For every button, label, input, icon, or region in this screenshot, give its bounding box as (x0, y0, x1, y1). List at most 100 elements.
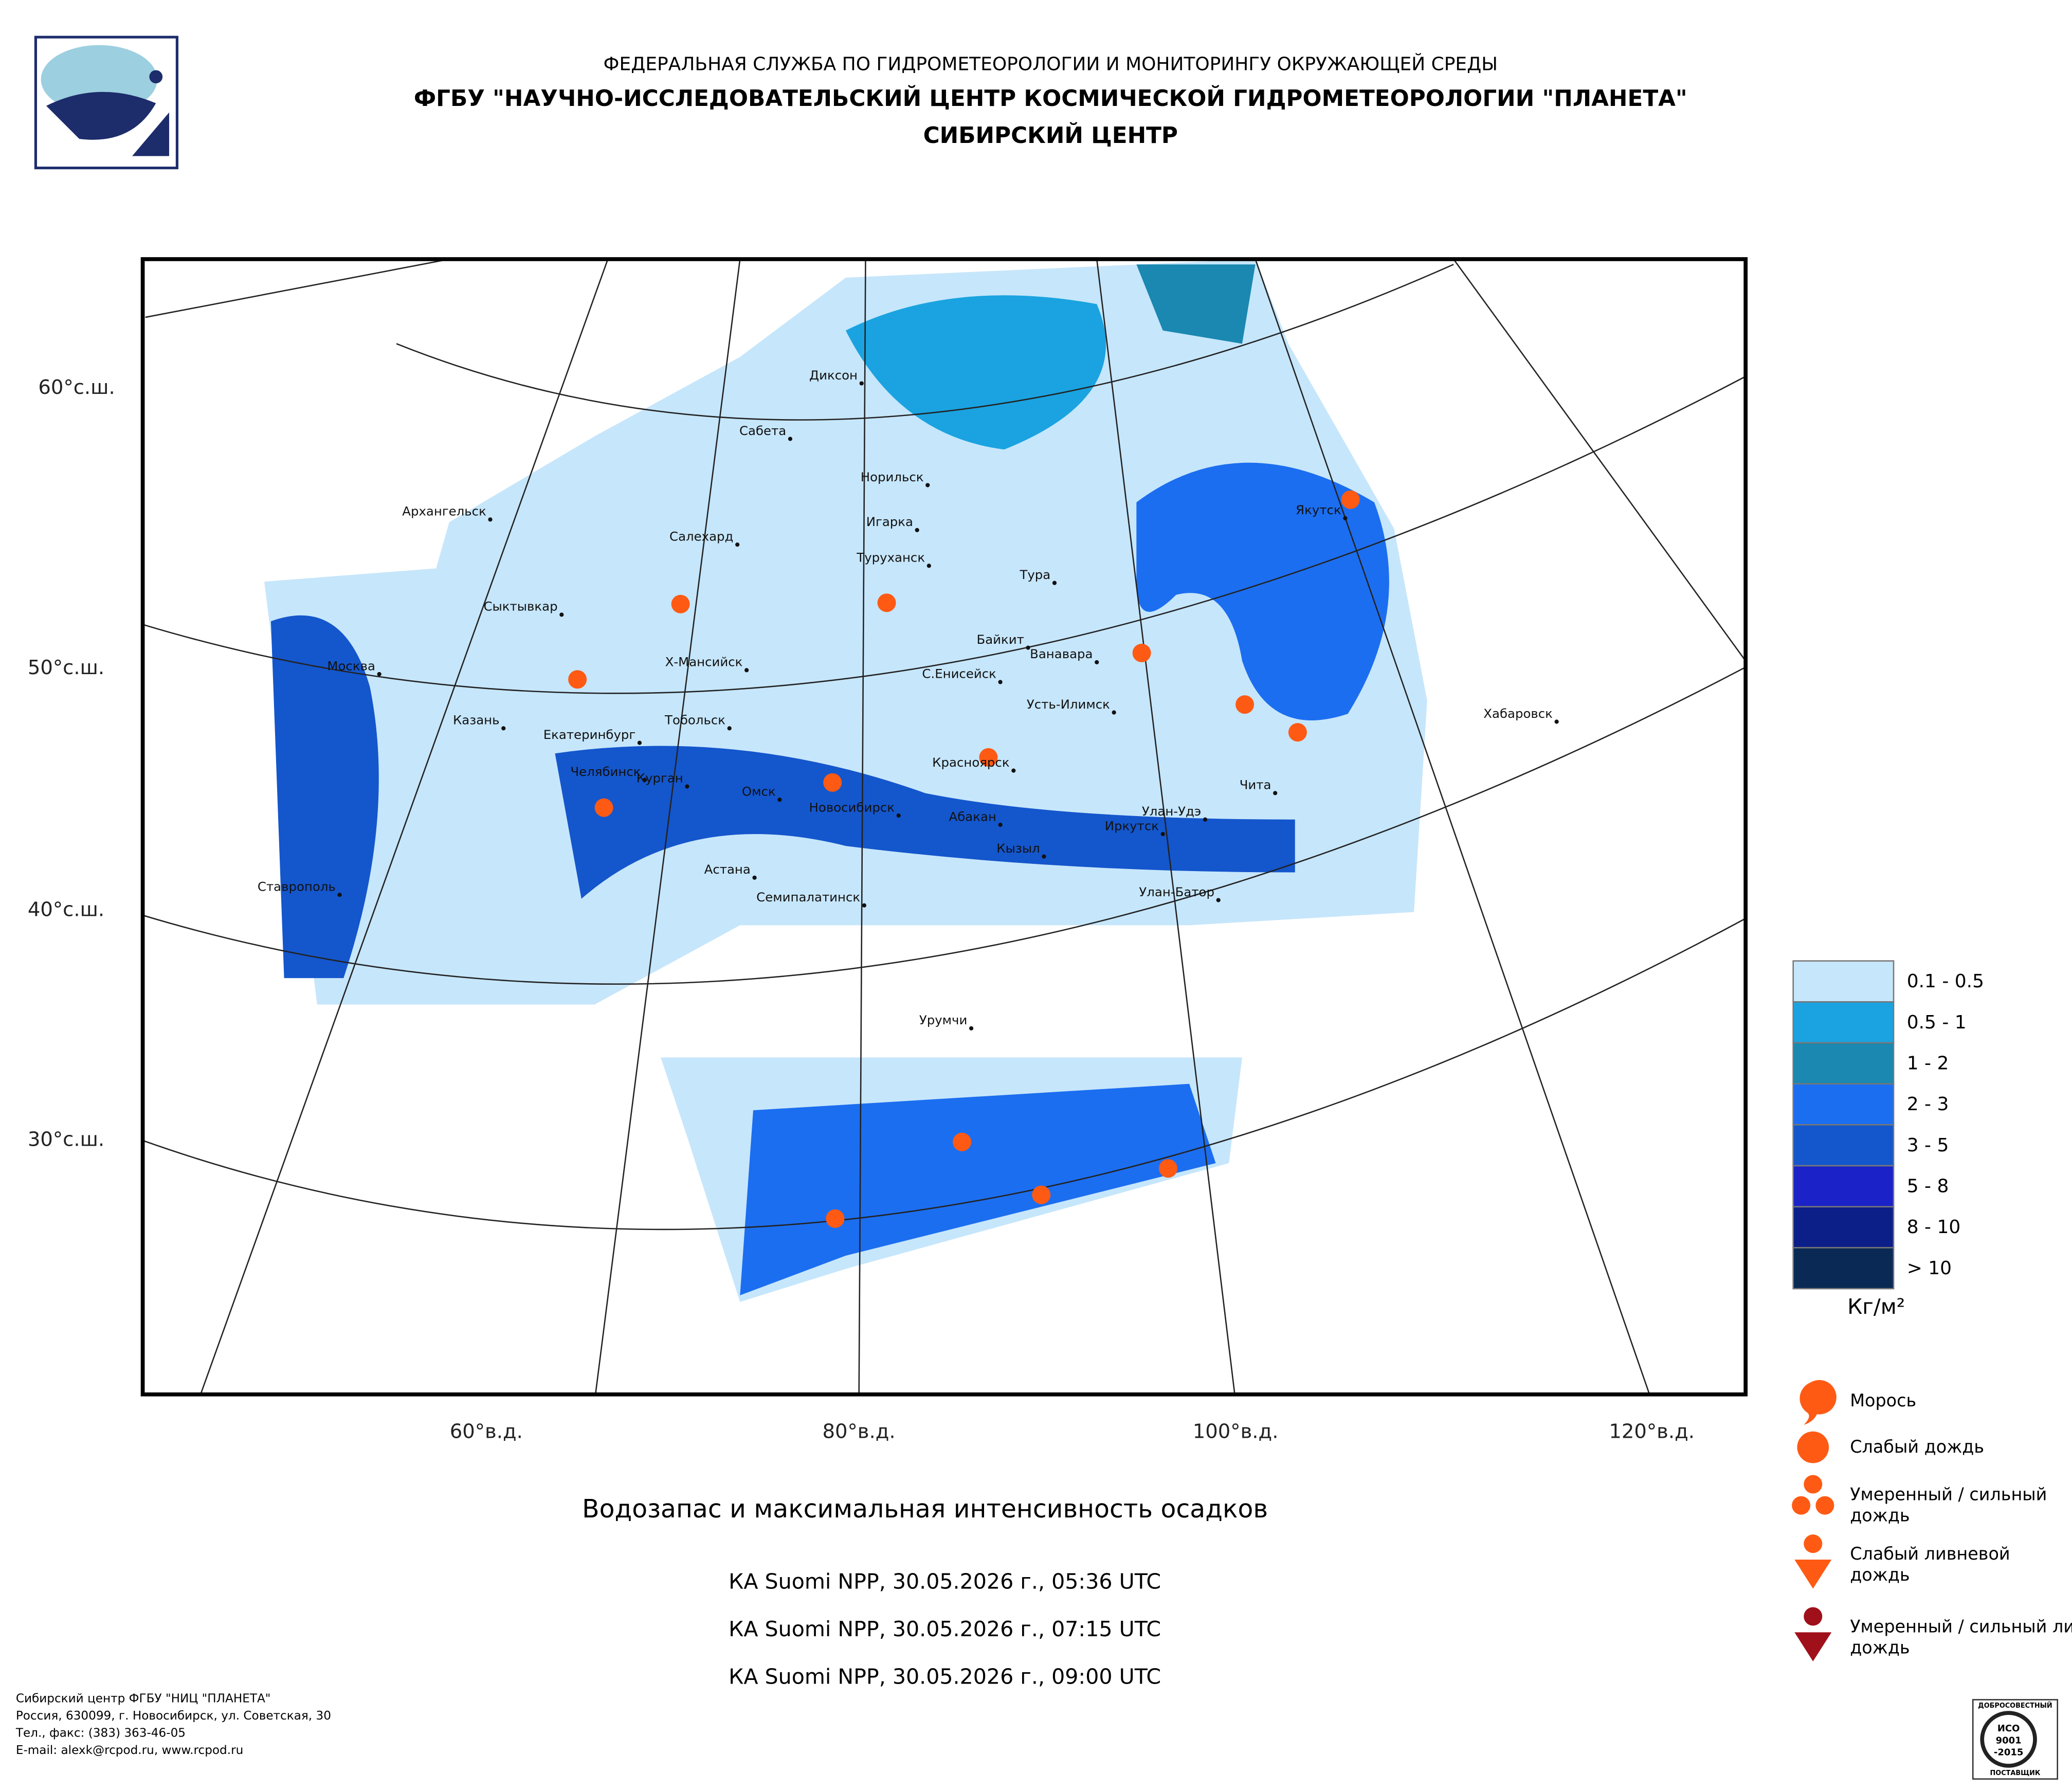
city-dot (969, 1026, 974, 1030)
logo (34, 35, 178, 170)
legend-swatch (1792, 960, 1895, 1003)
city-dot (1554, 719, 1559, 724)
city-label: Якутск (1296, 502, 1341, 517)
badge-text: -2015 (1994, 1747, 2024, 1758)
city-label: Архангельск (402, 504, 486, 519)
city-label: Сабета (739, 423, 786, 438)
precip-legend: Морось Слабый дождь Умеренный / сильный дож… (1792, 1380, 2072, 1661)
city-dot (643, 777, 647, 782)
lat-label: 40°с.ш. (28, 898, 104, 921)
city-label: Новосибирск (809, 800, 895, 815)
city-dot (488, 517, 493, 522)
agency: ФЕДЕРАЛЬНАЯ СЛУЖБА ПО ГИДРОМЕТЕОРОЛОГИИ … (604, 53, 1498, 75)
footer-line: E-mail: alexk@rcpod.ru, www.rcpod.ru (16, 1744, 243, 1757)
city-label: Байкит (976, 632, 1024, 647)
lon-label: 60°в.д. (450, 1420, 523, 1443)
city-dot (501, 726, 506, 731)
city-label: Туруханск (856, 550, 925, 565)
city-dot (1112, 710, 1116, 715)
legend-label: > 10 (1907, 1258, 1952, 1279)
precip-label: Слабый ливневой дождь (1850, 1544, 2010, 1585)
city-label: Ванавара (1030, 646, 1093, 661)
city-label: Урумчи (919, 1012, 968, 1027)
legend-swatch (1792, 1083, 1895, 1126)
map-area (142, 259, 1746, 1395)
pass-line: КА Suomi NPP, 30.05.2026 г., 07:15 UTC (729, 1617, 1161, 1641)
city-label: Улан-Батор (1139, 884, 1214, 899)
city-dot (1042, 854, 1046, 859)
branch: СИБИРСКИЙ ЦЕНТР (923, 121, 1178, 149)
city-dot (377, 672, 381, 677)
city-label: С.Енисейск (922, 666, 996, 681)
city-dot (925, 483, 930, 487)
city-dot (1011, 768, 1016, 773)
lat-label: 50°с.ш. (28, 656, 104, 679)
city-label: Курган (637, 771, 683, 786)
city-dot (1160, 831, 1165, 837)
legend-swatch (1792, 1165, 1895, 1208)
city-dot (915, 528, 919, 532)
map-frame (140, 257, 1748, 1397)
legend-label: 5 - 8 (1907, 1175, 1949, 1197)
caption-title: Водозапас и максимальная интенсивность о… (582, 1494, 1268, 1524)
footer-line: Сибирский центр ФГБУ "НИЦ "ПЛАНЕТА" (16, 1692, 271, 1706)
city-label: Абакан (949, 809, 996, 824)
drizzle-icon (1800, 1380, 1837, 1425)
city-dot (337, 893, 342, 897)
pass-line: КА Suomi NPP, 30.05.2026 г., 09:00 UTC (729, 1665, 1161, 1689)
city-label: Челябинск (570, 764, 641, 779)
rain-icon (1797, 1431, 1829, 1463)
city-label: Диксон (809, 368, 858, 383)
legend-label: 2 - 3 (1907, 1094, 1949, 1115)
rain-icon (1815, 1496, 1834, 1515)
city-dot (559, 612, 564, 617)
city-dot (685, 784, 689, 789)
city-label: Х-Мансийск (665, 655, 743, 670)
lon-label: 100°в.д. (1193, 1420, 1279, 1443)
city-label: Салехард (669, 529, 733, 544)
city-label: Кызыл (996, 841, 1040, 856)
city-dot (1052, 581, 1057, 585)
legend-swatch (1792, 1247, 1895, 1290)
city-label: Иркутск (1105, 818, 1159, 833)
city-label: Омск (742, 784, 776, 799)
legend-swatch (1792, 1206, 1895, 1249)
lat-label: 60°с.ш. (38, 376, 115, 399)
city-dot (859, 381, 864, 386)
legend-label: 3 - 5 (1907, 1135, 1949, 1156)
city-dot (637, 740, 642, 745)
city-dot (998, 822, 1003, 827)
pass-line: КА Suomi NPP, 30.05.2026 г., 05:36 UTC (729, 1569, 1161, 1594)
water-legend: 0.1 - 0.5 0.5 - 1 1 - 2 2 - 3 3 - 5 5 - 8 8 - … (1792, 960, 1984, 1290)
city-label: Семипалатинск (756, 890, 860, 904)
legend-swatch (1792, 1124, 1895, 1167)
city-label: Тобольск (664, 713, 725, 728)
shower-icon (1794, 1632, 1832, 1661)
city-label: Чита (1240, 777, 1271, 792)
precip-label: Умеренный / сильный дождь (1850, 1484, 2047, 1525)
lat-label: 30°с.ш. (28, 1128, 104, 1151)
city-dot (1203, 817, 1208, 822)
city-label: Красноярск (932, 755, 1009, 770)
city-dot (926, 564, 931, 568)
legend-label: 8 - 10 (1907, 1217, 1961, 1238)
city-dot (727, 726, 732, 731)
city-label: Сыктывкар (483, 599, 557, 614)
city-label: Казань (453, 713, 500, 728)
legend-swatch (1792, 1042, 1895, 1085)
shower-icon (1804, 1534, 1823, 1553)
city-label: Игарка (866, 514, 913, 529)
institute: ФГБУ "НАУЧНО-ИССЛЕДОВАТЕЛЬСКИЙ ЦЕНТР КОС… (414, 84, 1687, 112)
city-dot (1026, 645, 1030, 650)
city-dot (896, 813, 901, 818)
shower-icon (1794, 1560, 1832, 1589)
precip-label: Морось (1850, 1390, 1916, 1410)
legend-label: 1 - 2 (1907, 1053, 1949, 1074)
legend-swatch (1792, 1001, 1895, 1044)
city-label: Астана (704, 862, 751, 877)
city-dot (1095, 660, 1099, 664)
badge-text: ПОСТАВЩИК (1990, 1769, 2041, 1777)
